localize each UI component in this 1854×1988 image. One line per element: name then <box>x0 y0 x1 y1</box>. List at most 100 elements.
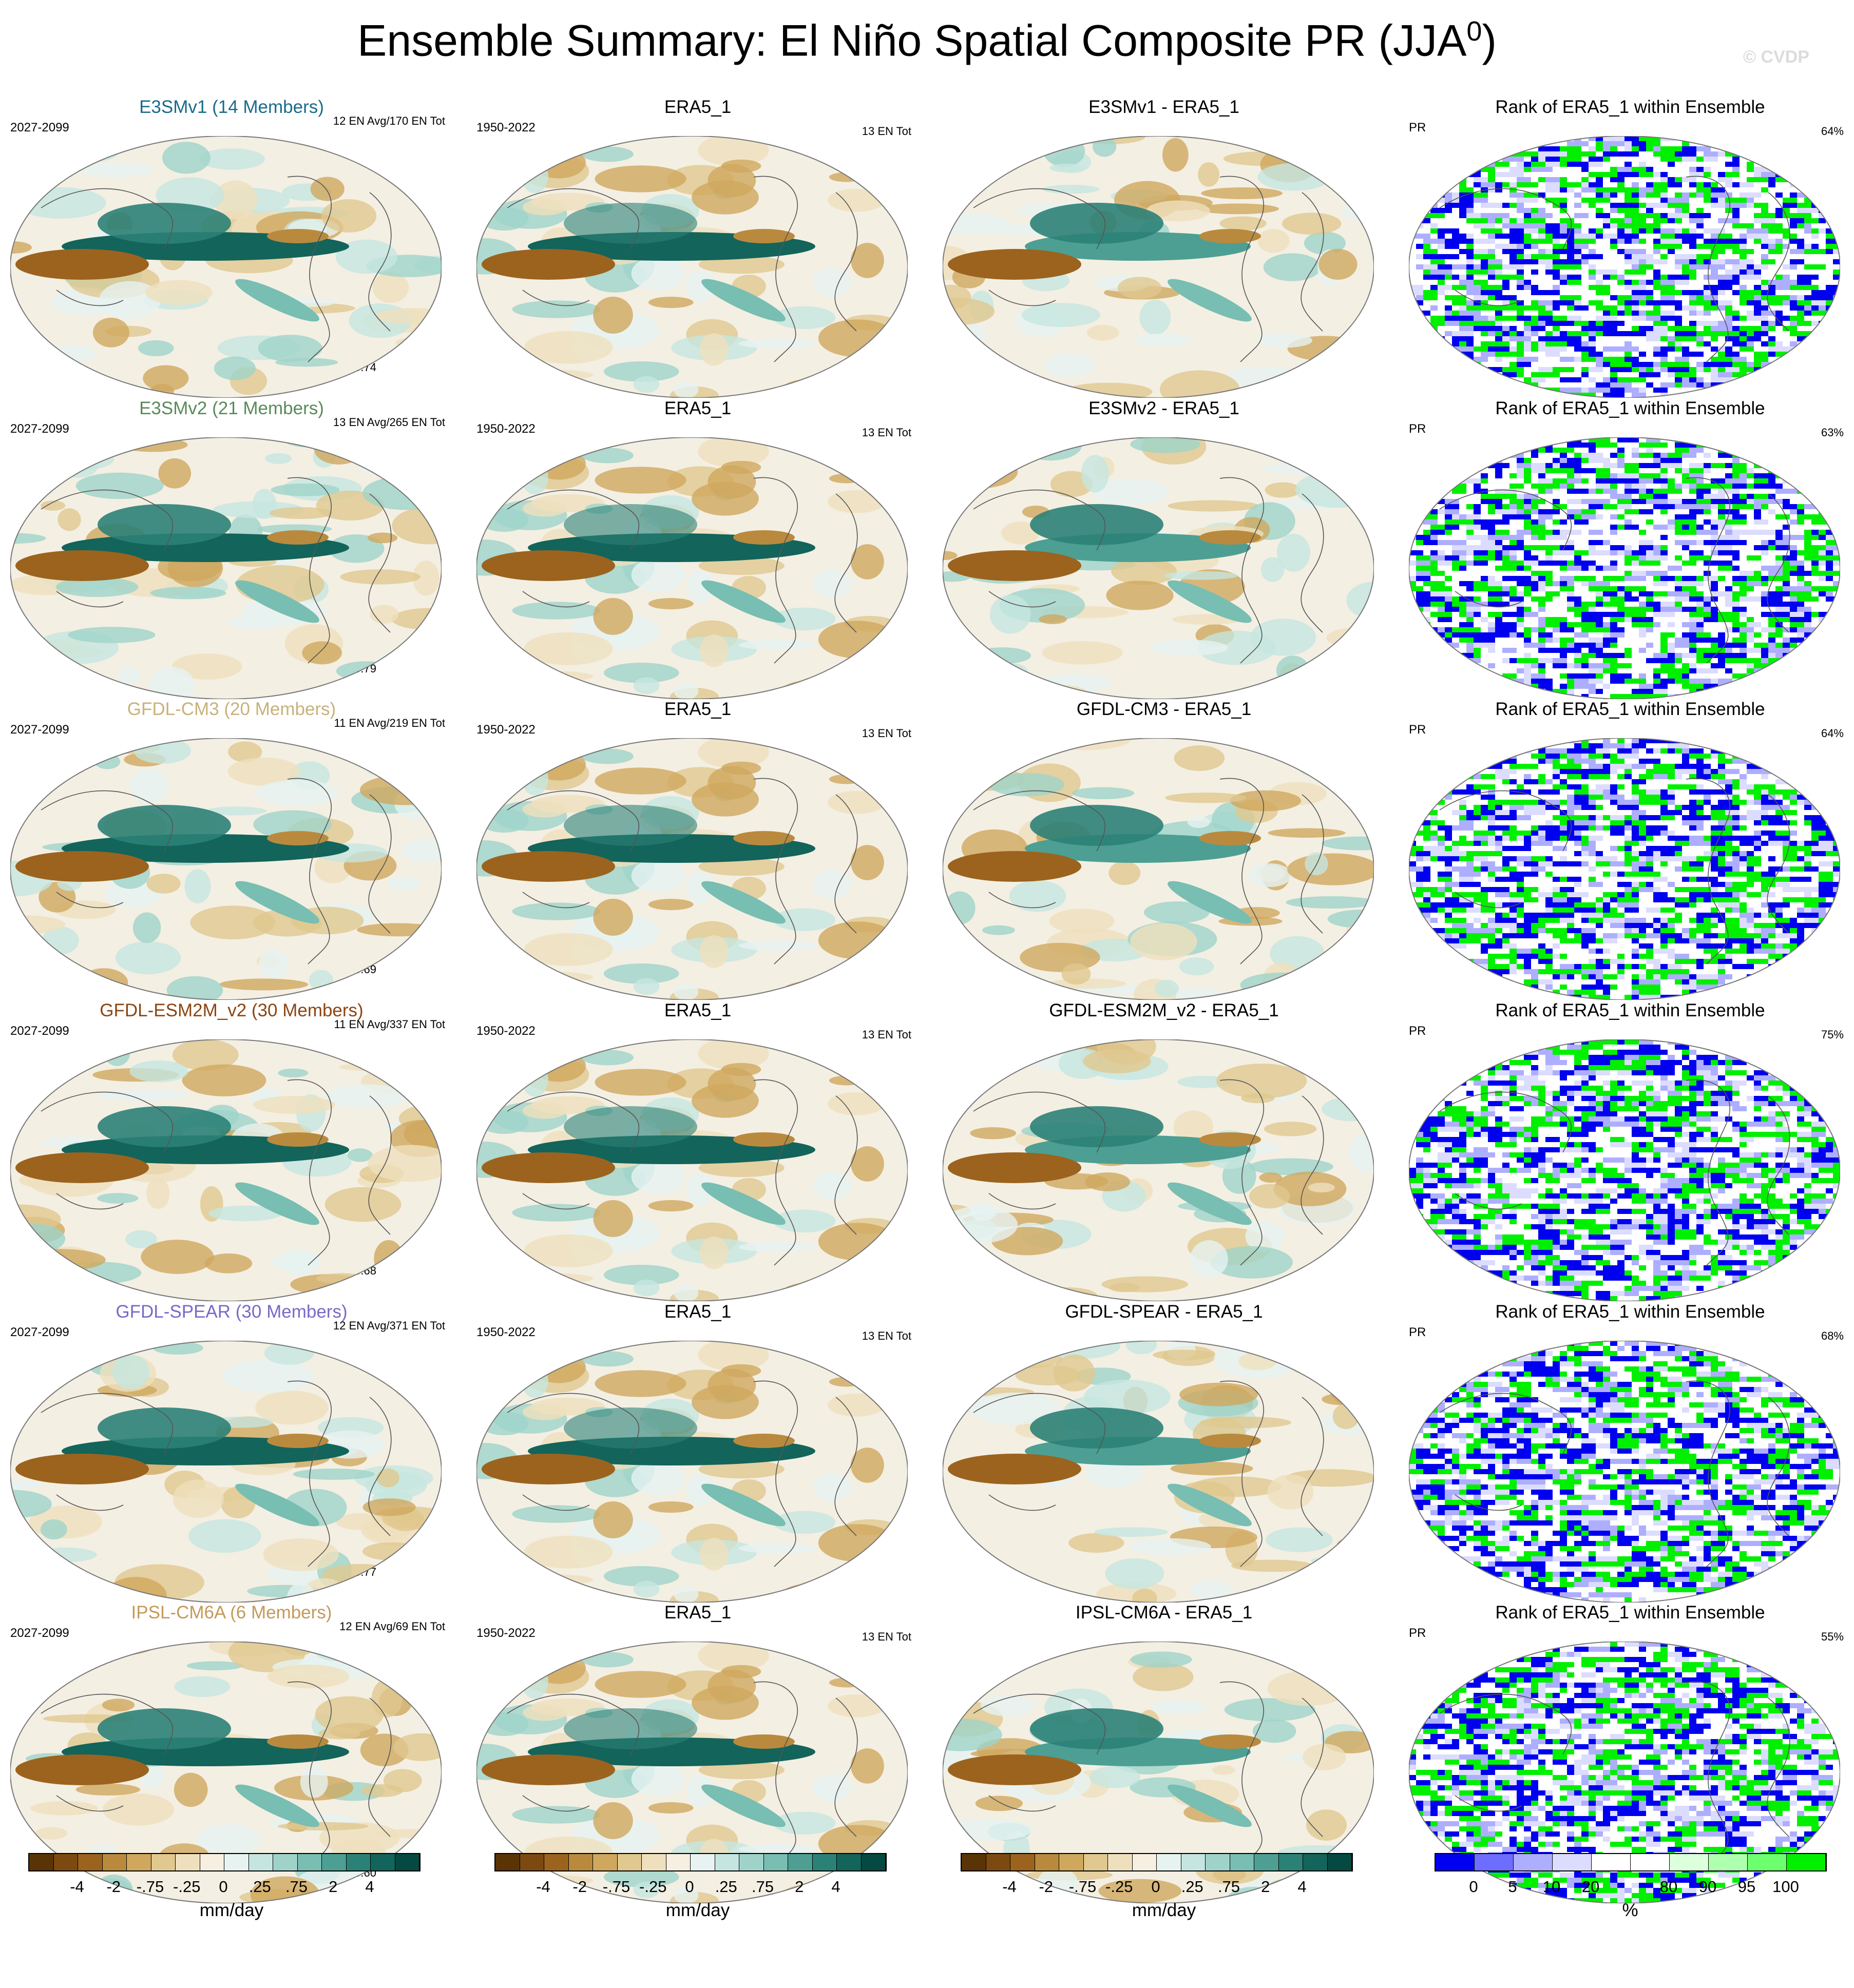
colorbar-tick-label: -2 <box>572 1878 587 1896</box>
colorbar-tick-label: .25 <box>715 1878 737 1896</box>
obs-composite-map <box>476 1642 908 1903</box>
period-label: 2027-2099 <box>10 121 69 134</box>
colorbar-tick-label: 20 <box>1581 1878 1600 1896</box>
obs-count-label: 13 EN Tot <box>862 1028 911 1041</box>
colorbar-swatch <box>1181 1854 1206 1870</box>
colorbar-unit: mm/day <box>1132 1900 1196 1920</box>
model-composite-map <box>10 738 442 1000</box>
rank-map <box>1409 1039 1840 1301</box>
en-count-label: 12 EN Avg/371 EN Tot <box>333 1319 445 1332</box>
colorbar-swatch <box>1108 1854 1133 1870</box>
colorbar-swatch <box>812 1854 837 1870</box>
rank-variable-label: PR <box>1409 1024 1426 1038</box>
cvdp-watermark: © CVDP <box>1743 47 1809 67</box>
diff-title: GFDL-ESM2M_v2 - ERA5_1 <box>1049 1000 1279 1020</box>
obs-count-label: 13 EN Tot <box>862 1329 911 1342</box>
obs-period-label: 1950-2022 <box>476 422 536 436</box>
period-label: 2027-2099 <box>10 723 69 737</box>
obs-composite-map <box>476 136 908 398</box>
colorbar-tick-label: 100 <box>1772 1878 1799 1896</box>
colorbar-unit: mm/day <box>665 1900 730 1920</box>
colorbar-swatch <box>1436 1854 1475 1870</box>
colorbar-tick-label: 0 <box>1469 1878 1478 1896</box>
colorbar-tick-label: -4 <box>536 1878 550 1896</box>
colorbar-ticks: -4 -2 -.75 -.25 0 .25 .75 2 4 <box>28 1878 418 1898</box>
colorbar-tick-label: -.25 <box>173 1878 201 1896</box>
colorbar-swatch <box>1748 1854 1787 1870</box>
diff-panel: GFDL-ESM2M_v2 - ERA5_1 <box>932 998 1396 1301</box>
colorbar-tick-label: .25 <box>249 1878 271 1896</box>
colorbar-tick-label: -4 <box>1002 1878 1017 1896</box>
obs-title: ERA5_1 <box>664 1603 732 1623</box>
rank-panel: Rank of ERA5_1 within Ensemble PR 64% <box>1399 697 1854 1000</box>
rank-colorbar: 0 5 10 20 80 90 95 100% <box>1399 1853 1854 1986</box>
colorbar-tick-label: 95 <box>1737 1878 1756 1896</box>
colorbar-swatch <box>691 1854 715 1870</box>
colorbar-swatch <box>249 1854 273 1870</box>
rank-variable-label: PR <box>1409 1626 1426 1640</box>
obs-period-label: 1950-2022 <box>476 1626 536 1640</box>
colorbar-swatch <box>297 1854 322 1870</box>
model-title: E3SMv2 (21 Members) <box>139 398 324 418</box>
obs-title: ERA5_1 <box>664 699 732 719</box>
diff-panel: GFDL-SPEAR - ERA5_1 <box>932 1300 1396 1603</box>
period-label: 2027-2099 <box>10 1024 69 1038</box>
obs-composite-map <box>476 738 908 1000</box>
obs-panel: ERA5_1 1950-2022 13 EN Tot <box>466 697 929 1000</box>
colorbar-swatch <box>200 1854 224 1870</box>
rank-map <box>1409 1341 1840 1603</box>
rank-percent-label: 64% <box>1821 727 1844 740</box>
colorbar-unit: % <box>1622 1900 1638 1920</box>
colorbar-swatch <box>1670 1854 1709 1870</box>
colorbar-tick-label: 10 <box>1542 1878 1561 1896</box>
colorbar-tick-label: -4 <box>70 1878 84 1896</box>
colorbar-swatch <box>617 1854 642 1870</box>
colorbar-tick-label: 0 <box>219 1878 228 1896</box>
colorbar-swatch <box>544 1854 569 1870</box>
colorbar-swatch <box>1327 1854 1352 1870</box>
colorbar-tick-label: .75 <box>1217 1878 1240 1896</box>
colorbar-swatch <box>962 1854 986 1870</box>
model-title: GFDL-ESM2M_v2 (30 Members) <box>100 1000 364 1020</box>
period-label: 2027-2099 <box>10 1325 69 1339</box>
colorbar-swatch <box>53 1854 78 1870</box>
colorbar-swatch <box>1206 1854 1230 1870</box>
colorbar-swatch <box>520 1854 544 1870</box>
colorbar-swatch <box>763 1854 788 1870</box>
colorbar-swatch <box>29 1854 54 1870</box>
obs-composite-map <box>476 1341 908 1603</box>
en-count-label: 12 EN Avg/170 EN Tot <box>333 114 445 127</box>
colorbar-swatch <box>1083 1854 1108 1870</box>
colorbar-tick-label: 0 <box>1151 1878 1160 1896</box>
rank-percent-label: 64% <box>1821 125 1844 138</box>
model-panel: E3SMv2 (21 Members) 2027-2099 13 EN Avg/26… <box>0 396 463 699</box>
obs-panel: ERA5_1 1950-2022 13 EN Tot <box>466 998 929 1301</box>
model-composite-map <box>10 1039 442 1301</box>
colorbar-swatch <box>151 1854 176 1870</box>
colorbar-swatch <box>568 1854 593 1870</box>
obs-period-label: 1950-2022 <box>476 723 536 737</box>
colorbar-swatch <box>176 1854 200 1870</box>
diff-title: GFDL-CM3 - ERA5_1 <box>1076 699 1252 719</box>
model-title: GFDL-CM3 (20 Members) <box>127 699 336 719</box>
colorbar-swatch <box>986 1854 1010 1870</box>
rank-percent-label: 68% <box>1821 1329 1844 1342</box>
model-panel: GFDL-ESM2M_v2 (30 Members) 2027-2099 11 EN… <box>0 998 463 1301</box>
colorbar-boxes <box>961 1853 1353 1871</box>
diff-title: IPSL-CM6A - ERA5_1 <box>1075 1603 1253 1623</box>
colorbar-swatch <box>1230 1854 1254 1870</box>
diff-title: E3SMv1 - ERA5_1 <box>1088 97 1239 117</box>
colorbar-swatch <box>1059 1854 1084 1870</box>
obs-title: ERA5_1 <box>664 1000 732 1020</box>
rank-variable-label: PR <box>1409 422 1426 436</box>
diff-title: GFDL-SPEAR - ERA5_1 <box>1065 1302 1263 1322</box>
model-title: GFDL-SPEAR (30 Members) <box>116 1302 348 1322</box>
colorbar-ticks: -4 -2 -.75 -.25 0 .25 .75 2 4 <box>961 1878 1351 1898</box>
rank-map <box>1409 136 1840 398</box>
colorbar-swatch <box>1254 1854 1279 1870</box>
colorbar-swatch <box>346 1854 371 1870</box>
colorbar-tick-label: 0 <box>685 1878 694 1896</box>
model-composite-map <box>10 1341 442 1603</box>
rank-variable-label: PR <box>1409 121 1426 134</box>
colorbar-swatch <box>1157 1854 1181 1870</box>
